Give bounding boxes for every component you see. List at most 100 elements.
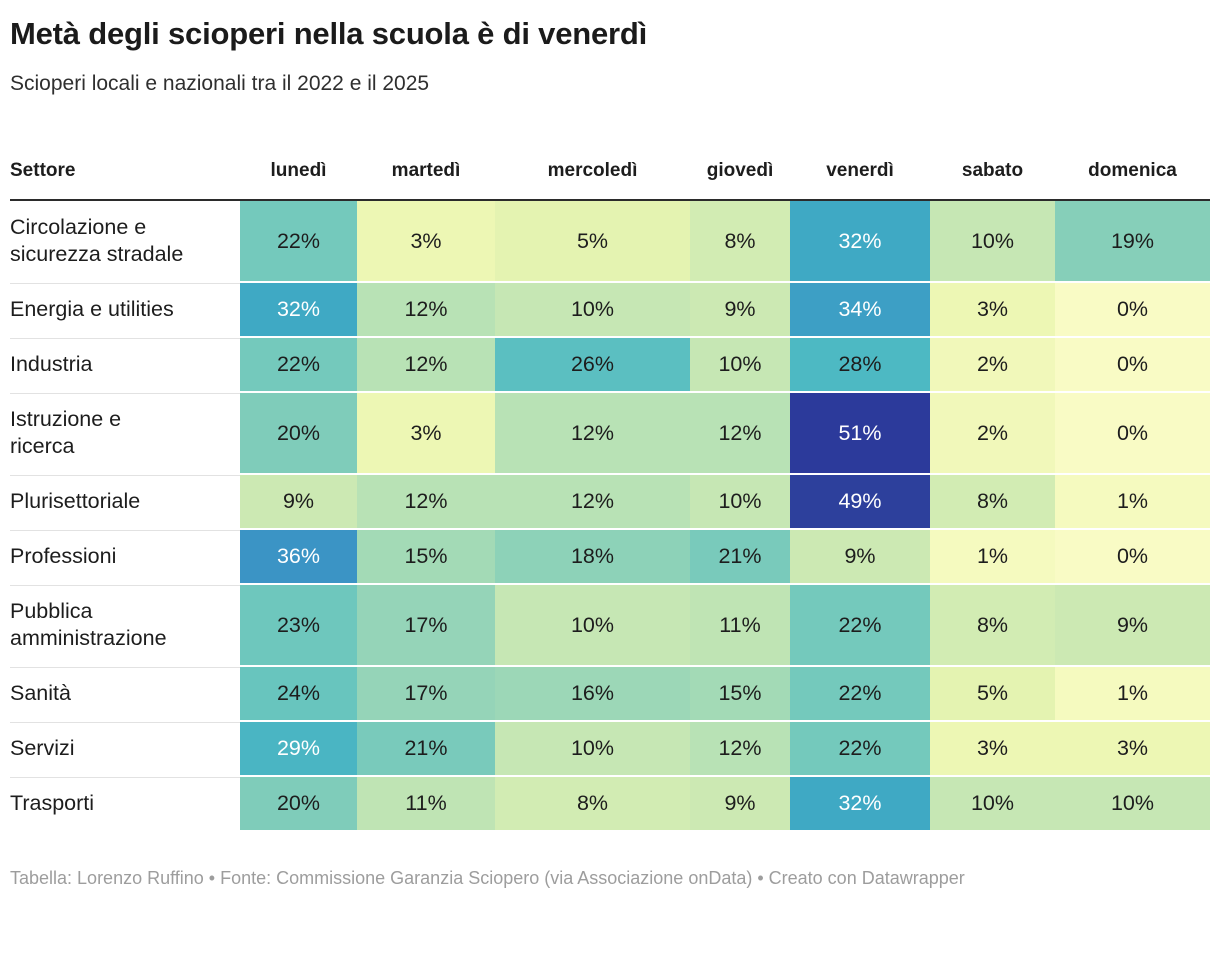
heatmap-cell: 32% bbox=[790, 775, 930, 830]
heatmap-cell: 0% bbox=[1055, 336, 1210, 392]
heatmap-cell: 17% bbox=[357, 583, 495, 666]
heatmap-cell: 12% bbox=[357, 281, 495, 337]
page-subtitle: Scioperi locali e nazionali tra il 2022 … bbox=[10, 72, 430, 95]
heatmap-cell: 32% bbox=[790, 199, 930, 282]
heatmap-cell: 10% bbox=[1055, 775, 1210, 830]
column-header-settore: Settore bbox=[10, 160, 240, 201]
column-header-martedì: martedì bbox=[357, 160, 495, 201]
table-row: Sanità 24% 17% 16% 15% 22% 5% 1% bbox=[10, 665, 1210, 721]
table-row: Istruzione e ricerca 20% 3% 12% 12% 51% 2% 0% bbox=[10, 391, 1210, 474]
table-row: Professioni 36% 15% 18% 21% 9% 1% 0% bbox=[10, 528, 1210, 584]
heatmap-cell: 2% bbox=[930, 391, 1055, 474]
column-header-lunedì: lunedì bbox=[240, 160, 357, 201]
table-row: Industria 22% 12% 26% 10% 28% 2% 0% bbox=[10, 336, 1210, 392]
heatmap-cell: 22% bbox=[790, 720, 930, 776]
heatmap-cell: 0% bbox=[1055, 281, 1210, 337]
sector-label: Circolazione e sicurezza stradale bbox=[10, 199, 240, 282]
heatmap-cell: 10% bbox=[690, 336, 790, 392]
heatmap-cell: 21% bbox=[357, 720, 495, 776]
heatmap-cell: 9% bbox=[690, 281, 790, 337]
heatmap-cell: 20% bbox=[240, 775, 357, 830]
heatmap-cell: 9% bbox=[790, 528, 930, 584]
heatmap-cell: 8% bbox=[930, 473, 1055, 529]
heatmap-cell: 10% bbox=[495, 281, 690, 337]
heatmap-cell: 5% bbox=[930, 665, 1055, 721]
heatmap-cell: 2% bbox=[930, 336, 1055, 392]
sector-label: Plurisettoriale bbox=[10, 473, 240, 529]
sector-label: Pubblica amministrazione bbox=[10, 583, 240, 666]
sector-label: Servizi bbox=[10, 720, 240, 776]
heatmap-cell: 10% bbox=[930, 775, 1055, 830]
heatmap-cell: 32% bbox=[240, 281, 357, 337]
heatmap-cell: 12% bbox=[690, 720, 790, 776]
column-header-mercoledì: mercoledì bbox=[495, 160, 690, 201]
heatmap-cell: 10% bbox=[495, 720, 690, 776]
sector-label: Professioni bbox=[10, 528, 240, 584]
heatmap-cell: 8% bbox=[495, 775, 690, 830]
heatmap-cell: 15% bbox=[357, 528, 495, 584]
footer-credit: Tabella: Lorenzo Ruffino • Fonte: Commis… bbox=[10, 868, 965, 888]
table-row: Servizi 29% 21% 10% 12% 22% 3% 3% bbox=[10, 720, 1210, 776]
heatmap-cell: 18% bbox=[495, 528, 690, 584]
heatmap-cell: 0% bbox=[1055, 391, 1210, 474]
heatmap-cell: 10% bbox=[495, 583, 690, 666]
heatmap-cell: 1% bbox=[1055, 665, 1210, 721]
heatmap-cell: 9% bbox=[240, 473, 357, 529]
heatmap-cell: 20% bbox=[240, 391, 357, 474]
heatmap-cell: 12% bbox=[495, 473, 690, 529]
column-header-sabato: sabato bbox=[930, 160, 1055, 201]
heatmap-cell: 22% bbox=[240, 336, 357, 392]
heatmap-cell: 9% bbox=[690, 775, 790, 830]
heatmap-cell: 23% bbox=[240, 583, 357, 666]
table-row: Plurisettoriale 9% 12% 12% 10% 49% 8% 1% bbox=[10, 473, 1210, 529]
heatmap-cell: 24% bbox=[240, 665, 357, 721]
heatmap-cell: 22% bbox=[790, 583, 930, 666]
sector-label: Energia e utilities bbox=[10, 281, 240, 337]
heatmap-cell: 1% bbox=[1055, 473, 1210, 529]
heatmap-cell: 8% bbox=[690, 199, 790, 282]
table-row: Trasporti 20% 11% 8% 9% 32% 10% 10% bbox=[10, 775, 1210, 830]
column-header-venerdì: venerdì bbox=[790, 160, 930, 201]
header-row: Settore lunedì martedì mercoledì giovedì ven… bbox=[10, 160, 1210, 201]
heatmap-cell: 11% bbox=[690, 583, 790, 666]
heatmap-cell: 22% bbox=[790, 665, 930, 721]
heatmap-cell: 8% bbox=[930, 583, 1055, 666]
heatmap-cell: 3% bbox=[357, 199, 495, 282]
heatmap-cell: 10% bbox=[690, 473, 790, 529]
heatmap-cell: 3% bbox=[357, 391, 495, 474]
heatmap-cell: 29% bbox=[240, 720, 357, 776]
heatmap-cell: 3% bbox=[1055, 720, 1210, 776]
heatmap-cell: 28% bbox=[790, 336, 930, 392]
sector-label: Trasporti bbox=[10, 775, 240, 830]
sector-label: Sanità bbox=[10, 665, 240, 721]
heatmap-cell: 17% bbox=[357, 665, 495, 721]
heatmap-cell: 3% bbox=[930, 720, 1055, 776]
page-title: Metà degli scioperi nella scuola è di ve… bbox=[10, 16, 648, 51]
heatmap-table: Settore lunedì martedì mercoledì giovedì ven… bbox=[10, 160, 1210, 830]
heatmap-cell: 21% bbox=[690, 528, 790, 584]
table-row: Energia e utilities 32% 12% 10% 9% 34% 3% 0% bbox=[10, 281, 1210, 337]
heatmap-cell: 34% bbox=[790, 281, 930, 337]
heatmap-cell: 5% bbox=[495, 199, 690, 282]
column-header-giovedì: giovedì bbox=[690, 160, 790, 201]
sector-label: Industria bbox=[10, 336, 240, 392]
heatmap-cell: 51% bbox=[790, 391, 930, 474]
heatmap-cell: 12% bbox=[357, 473, 495, 529]
heatmap-cell: 12% bbox=[495, 391, 690, 474]
heatmap-cell: 1% bbox=[930, 528, 1055, 584]
heatmap-cell: 12% bbox=[690, 391, 790, 474]
heatmap-cell: 36% bbox=[240, 528, 357, 584]
heatmap-cell: 26% bbox=[495, 336, 690, 392]
heatmap-cell: 49% bbox=[790, 473, 930, 529]
heatmap-cell: 16% bbox=[495, 665, 690, 721]
table-row: Circolazione e sicurezza stradale 22% 3% 5%… bbox=[10, 199, 1210, 282]
heatmap-cell: 22% bbox=[240, 199, 357, 282]
heatmap-cell: 15% bbox=[690, 665, 790, 721]
heatmap-cell: 19% bbox=[1055, 199, 1210, 282]
heatmap-cell: 0% bbox=[1055, 528, 1210, 584]
heatmap-cell: 11% bbox=[357, 775, 495, 830]
heatmap-cell: 10% bbox=[930, 199, 1055, 282]
heatmap-cell: 12% bbox=[357, 336, 495, 392]
sector-label: Istruzione e ricerca bbox=[10, 391, 240, 474]
